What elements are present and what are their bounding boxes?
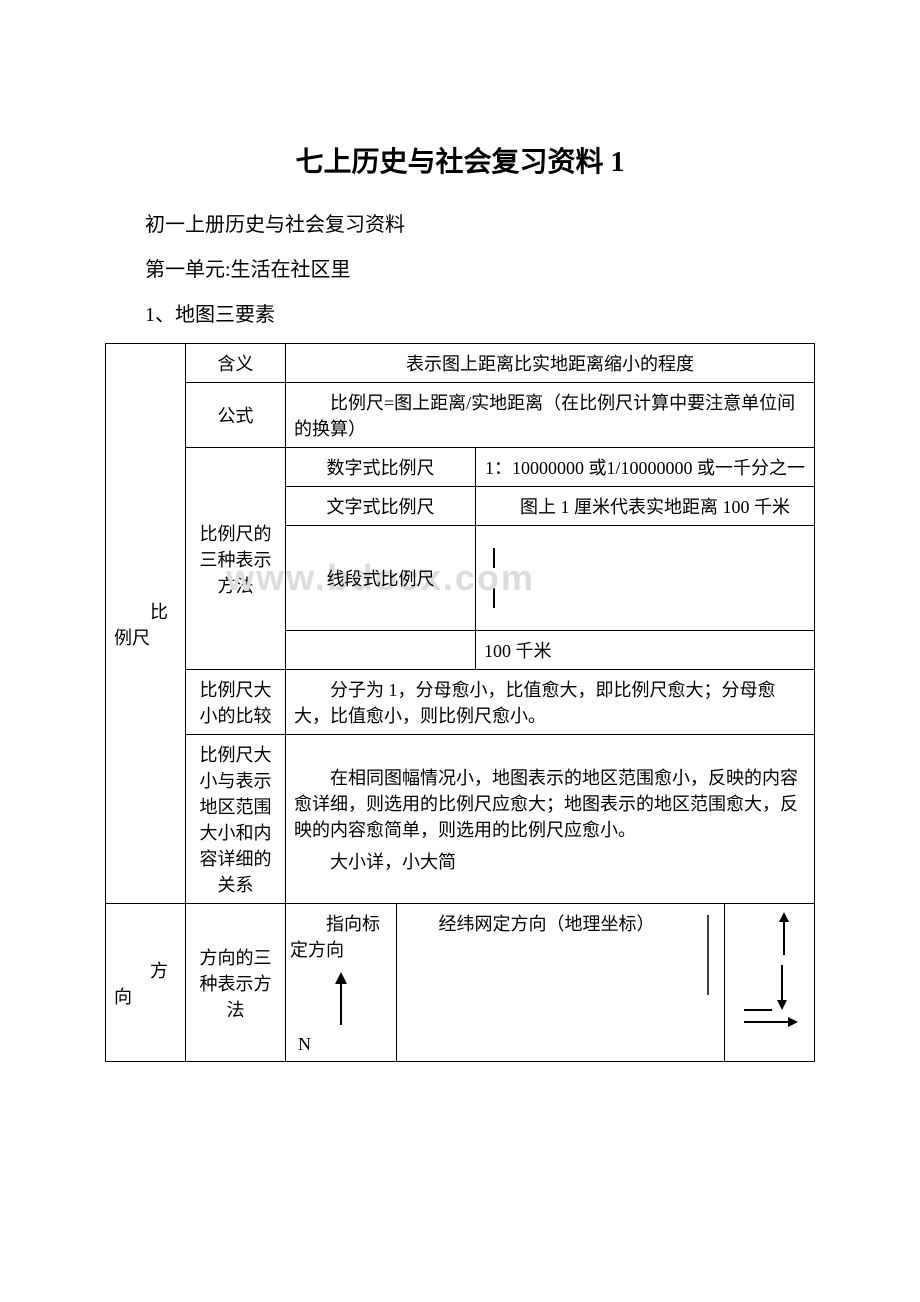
direction-latlon-label: 经纬网定方向（地理坐标）	[403, 910, 692, 936]
table-row: 比例尺 含义 表示图上距离比实地距离缩小的程度	[106, 344, 815, 383]
page-title: 七上历史与社会复习资料 1	[105, 140, 815, 180]
scale-compare-value: 分子为 1，分母愈小，比值愈大，即比例尺愈大；分母愈大，比值愈小，则比例尺愈小。	[286, 670, 815, 735]
table-row: 公式 比例尺=图上距离/实地距离（在比例尺计算中要注意单位间的换算）	[106, 383, 815, 448]
compass-arrows-icon	[734, 910, 804, 1030]
intro-line-1: 初一上册历史与社会复习资料	[105, 208, 815, 237]
scale-formula-label: 公式	[186, 383, 286, 448]
scale-range-value: 在相同图幅情况小，地图表示的地区范围愈小，反映的内容愈详细，则选用的比例尺应愈大…	[286, 735, 815, 904]
scale-segment-tick-cell	[476, 526, 815, 631]
scale-meaning-value: 表示图上距离比实地距离缩小的程度	[286, 344, 815, 383]
table-row: 比例尺的三种表示方法 数字式比例尺 1：10000000 或1/10000000…	[106, 448, 815, 487]
grid-line-icon	[698, 910, 718, 1000]
intro-line-3: 1、地图三要素	[105, 298, 815, 327]
north-arrow-icon	[321, 970, 361, 1030]
map-elements-table: 比例尺 含义 表示图上距离比实地距离缩小的程度 公式 比例尺=图上距离/实地距离…	[105, 343, 815, 1062]
scale-three-methods-label: 比例尺的三种表示方法	[186, 448, 286, 670]
direction-methods-label: 方向的三种表示方法	[186, 904, 286, 1062]
scale-numeric-label: 数字式比例尺	[286, 448, 476, 487]
category-scale: 比例尺	[106, 344, 186, 904]
direction-methods-content: 指向标定方向 N 经纬网定方向（地理坐标）	[286, 904, 815, 1062]
segment-tick-icon	[484, 543, 514, 613]
scale-text-value: 图上 1 厘米代表实地距离 100 千米	[476, 487, 815, 526]
direction-pointer-n: N	[290, 1034, 311, 1055]
scale-segment-empty	[286, 631, 476, 670]
scale-range-label: 比例尺大小与表示地区范围大小和内容详细的关系	[186, 735, 286, 904]
category-direction: 方向	[106, 904, 186, 1062]
direction-pointer-label: 指向标定方向	[290, 910, 392, 962]
scale-segment-unit: 100 千米	[476, 631, 815, 670]
table-row: 比例尺大小的比较 分子为 1，分母愈小，比值愈大，即比例尺愈大；分母愈大，比值愈…	[106, 670, 815, 735]
intro-line-2: 第一单元:生活在社区里	[105, 253, 815, 282]
scale-numeric-value: 1：10000000 或1/10000000 或一千分之一	[476, 448, 815, 487]
scale-meaning-label: 含义	[186, 344, 286, 383]
scale-segment-label-cell: www.bdocx.com 线段式比例尺	[286, 526, 476, 631]
scale-formula-value: 比例尺=图上距离/实地距离（在比例尺计算中要注意单位间的换算）	[286, 383, 815, 448]
scale-text-label: 文字式比例尺	[286, 487, 476, 526]
scale-compare-label: 比例尺大小的比较	[186, 670, 286, 735]
table-row: 比例尺大小与表示地区范围大小和内容详细的关系 在相同图幅情况小，地图表示的地区范…	[106, 735, 815, 904]
table-row: 方向 方向的三种表示方法 指向标定方向 N	[106, 904, 815, 1062]
